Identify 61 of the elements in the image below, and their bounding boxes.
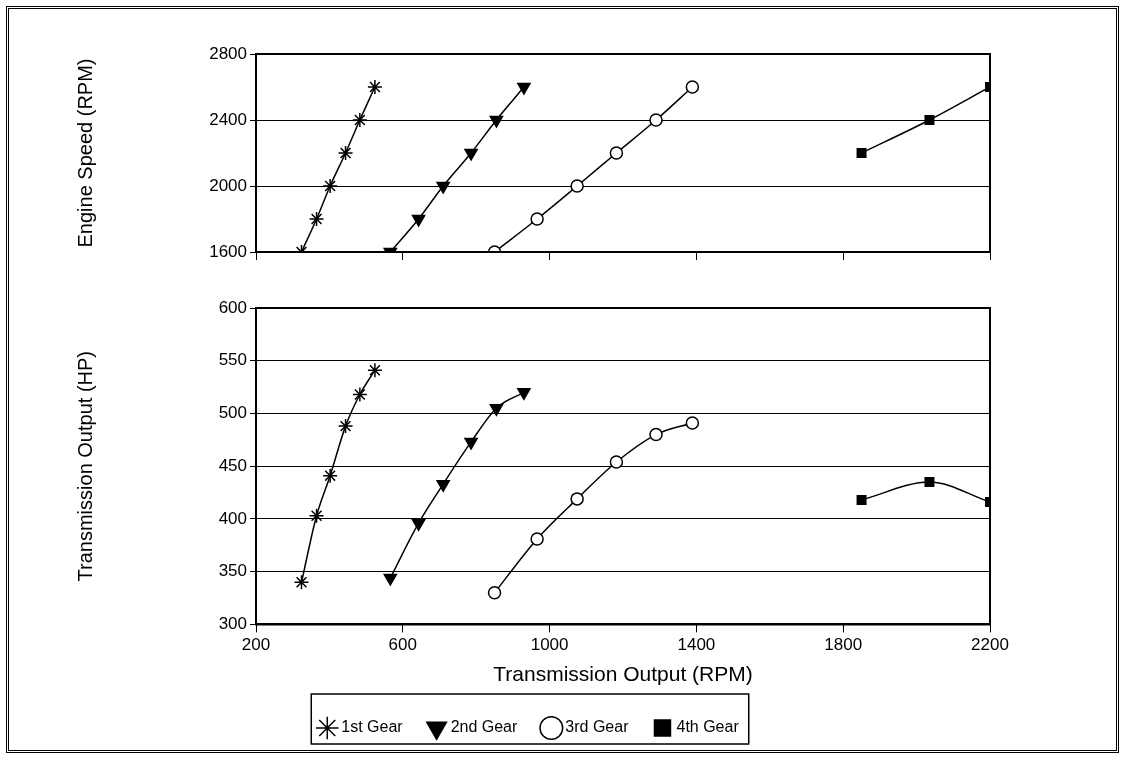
x-tick-label: 1000: [530, 635, 569, 655]
point: [609, 146, 624, 160]
point: [609, 455, 624, 469]
point: [856, 148, 867, 158]
point: [489, 115, 504, 128]
point: [322, 178, 338, 194]
point: [570, 492, 584, 506]
point: [517, 388, 531, 401]
y-tick-label: 2800: [209, 43, 247, 63]
x-axis-title: Transmission Output (RPM): [493, 662, 753, 686]
point: [352, 112, 368, 128]
point: [367, 79, 383, 95]
y-axis-title: Engine Speed (RPM): [73, 58, 96, 248]
point: [649, 427, 663, 442]
point: [352, 386, 368, 403]
point: [367, 362, 383, 378]
x-tick-label: 1400: [677, 635, 716, 655]
point: [464, 148, 478, 161]
x-tick-label: 1800: [824, 635, 863, 655]
y-axis-title: Transmission Output (HP): [73, 350, 96, 582]
y-tick-label: 500: [218, 403, 247, 423]
point: [530, 212, 544, 226]
x-tick-label: 200: [241, 635, 271, 655]
y-tick-label: 1600: [209, 241, 247, 261]
point: [411, 518, 426, 531]
point: [337, 145, 354, 161]
point: [322, 467, 338, 484]
y-tick-label: 2400: [209, 109, 247, 129]
x-tick-label: 600: [388, 635, 417, 655]
point: [649, 113, 663, 127]
point: [570, 179, 584, 193]
point: [924, 477, 935, 488]
legend-label: 1st Gear: [341, 718, 404, 736]
y-tick-label: 600: [218, 297, 247, 317]
y-tick-label: 550: [218, 350, 247, 370]
point: [383, 573, 398, 586]
point: [487, 586, 502, 600]
y-tick-label: 350: [218, 561, 247, 581]
point: [685, 416, 700, 430]
point: [293, 574, 310, 590]
point: [489, 403, 504, 416]
point: [685, 80, 700, 94]
point: [308, 211, 325, 227]
point: [436, 479, 450, 492]
y-tick-label: 2000: [209, 175, 247, 195]
x-tick-label: 2200: [971, 635, 1009, 655]
point: [924, 115, 935, 125]
legend-label: 3rd Gear: [565, 718, 630, 736]
point: [411, 214, 426, 227]
point: [530, 532, 544, 546]
point: [337, 418, 354, 434]
point: [464, 437, 478, 450]
point: [308, 508, 325, 524]
y-tick-label: 400: [218, 508, 247, 528]
point: [517, 82, 531, 95]
legend-label: 2nd Gear: [450, 718, 519, 736]
point: [856, 494, 867, 505]
point: [436, 181, 450, 194]
legend-label: 4th Gear: [676, 718, 740, 736]
y-tick-label: 450: [218, 455, 247, 475]
y-tick-label: 300: [218, 614, 247, 634]
